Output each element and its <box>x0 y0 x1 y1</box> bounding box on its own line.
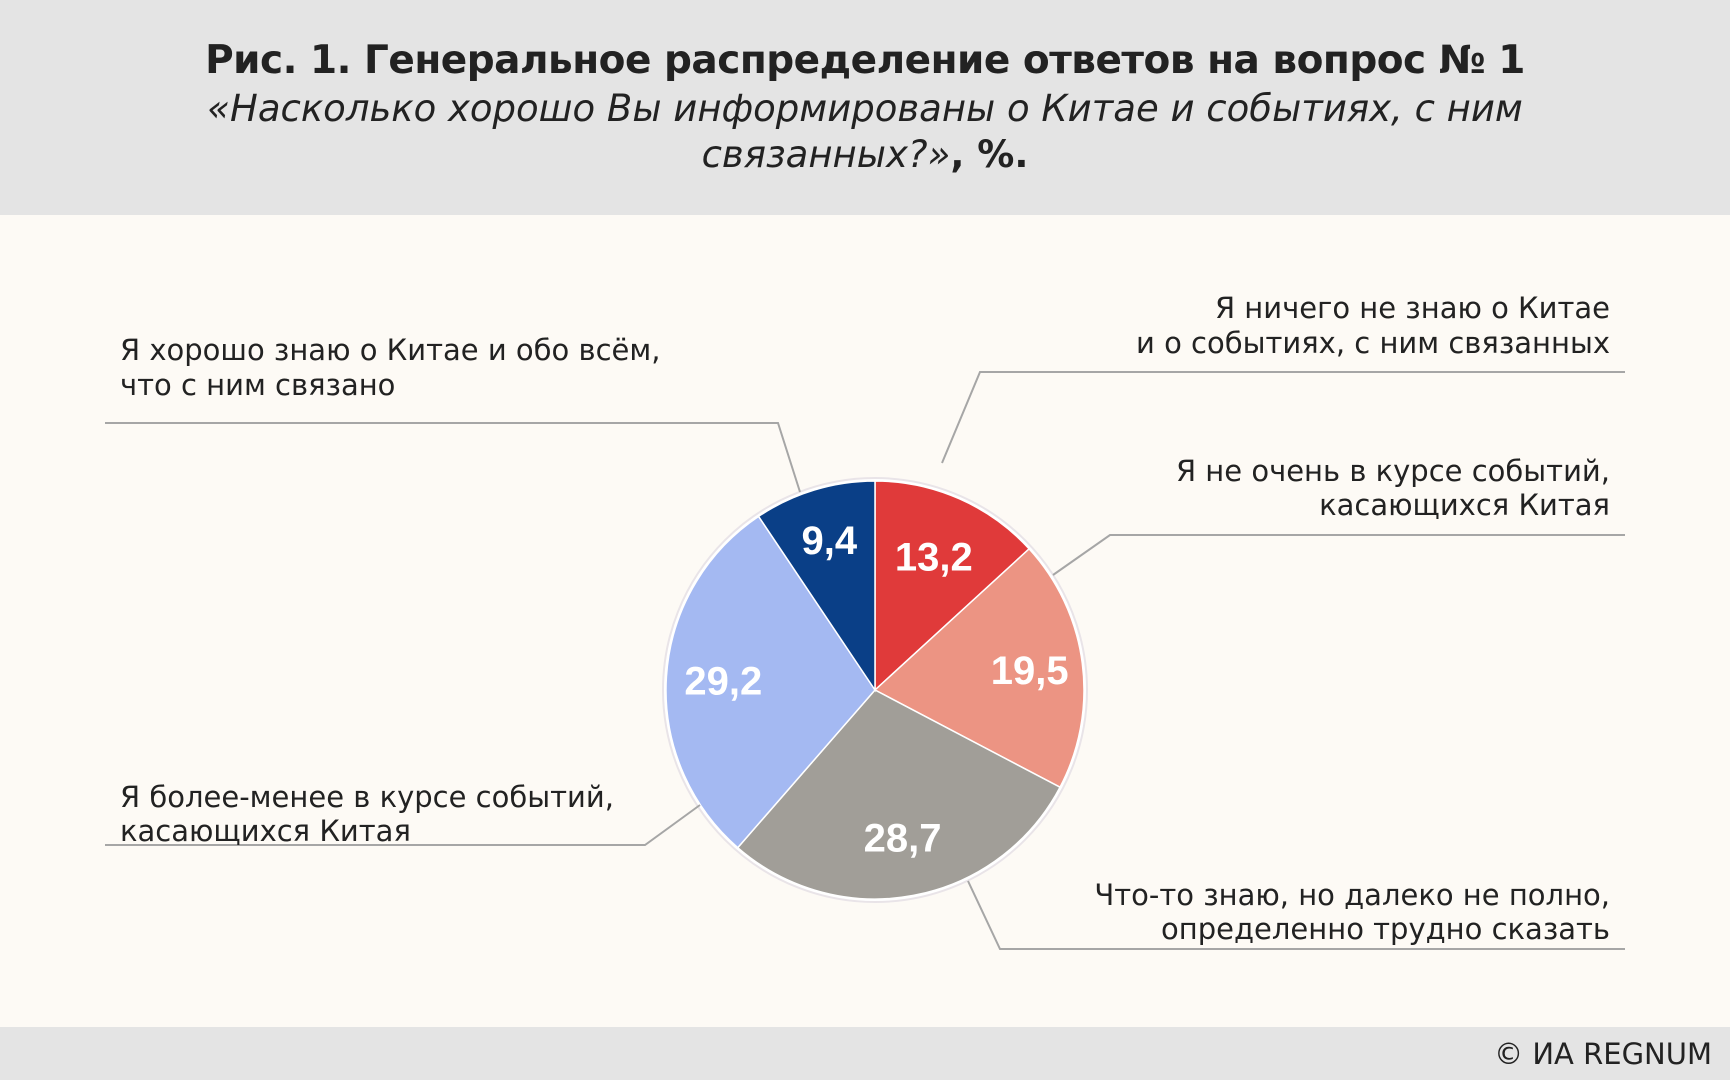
category-label-3-line-2: определенно трудно сказать <box>1161 912 1610 946</box>
category-label-1-line-1: Я ничего не знаю о Китае <box>1215 291 1610 325</box>
chart-header: Рис. 1. Генеральное распределение ответо… <box>0 0 1730 215</box>
category-label-2-line-1: Я не очень в курсе событий, <box>1176 454 1610 488</box>
slice-value-label-4: 29,2 <box>684 660 762 704</box>
pie-slice-1 <box>874 480 1031 692</box>
leader-line-5 <box>105 422 801 493</box>
pie-chart: 13,2 19,5 28,7 29,2 9,4 Я ничего не знаю о Ки… <box>105 291 1625 950</box>
category-label-4-line-2: касающихся Китая <box>120 814 411 848</box>
category-label-5-line-2: что с ним связано <box>120 368 395 402</box>
pie-slice-2 <box>873 547 1085 789</box>
category-label-1-line-2: и о событиях, с ним связанных <box>1136 326 1610 360</box>
category-label-2-line-2: касающихся Китая <box>1319 488 1610 522</box>
copyright-text: © ИА REGNUM <box>1494 1037 1712 1071</box>
category-label-3-line-1: Что-то знаю, но далеко не полно, <box>1094 878 1610 912</box>
chart-title: Рис. 1. Генеральное распределение ответо… <box>205 38 1525 83</box>
category-label-5-line-1: Я хорошо знаю о Китае и обо всём, <box>120 333 660 367</box>
pie-slice-5 <box>757 480 876 693</box>
subtitle-line-1: «Насколько хорошо Вы информированы о Кит… <box>207 87 1523 130</box>
pie-slice-4 <box>665 515 876 849</box>
slice-value-label-1: 13,2 <box>895 535 973 579</box>
slice-value-label-5: 9,4 <box>801 519 857 563</box>
leader-line-4 <box>105 804 701 846</box>
slice-value-label-3: 28,7 <box>864 816 942 860</box>
pie-slice-3 <box>736 689 1062 900</box>
chart-subtitle: «Насколько хорошо Вы информированы о Кит… <box>200 86 1530 178</box>
plot-area: 13,2 19,5 28,7 29,2 9,4 Я ничего не знаю о Ки… <box>0 215 1730 1027</box>
leader-line-1 <box>941 371 1625 464</box>
subtitle-line-2: связанных?» <box>701 133 951 176</box>
chart-footer: © ИА REGNUM <box>0 1027 1730 1080</box>
leader-line-3 <box>967 880 1625 950</box>
subtitle-suffix: , %. <box>950 133 1029 176</box>
slice-value-label-2: 19,5 <box>991 649 1069 693</box>
category-label-4-line-1: Я более-менее в курсе событий, <box>120 780 614 814</box>
leader-line-2 <box>1052 534 1625 576</box>
